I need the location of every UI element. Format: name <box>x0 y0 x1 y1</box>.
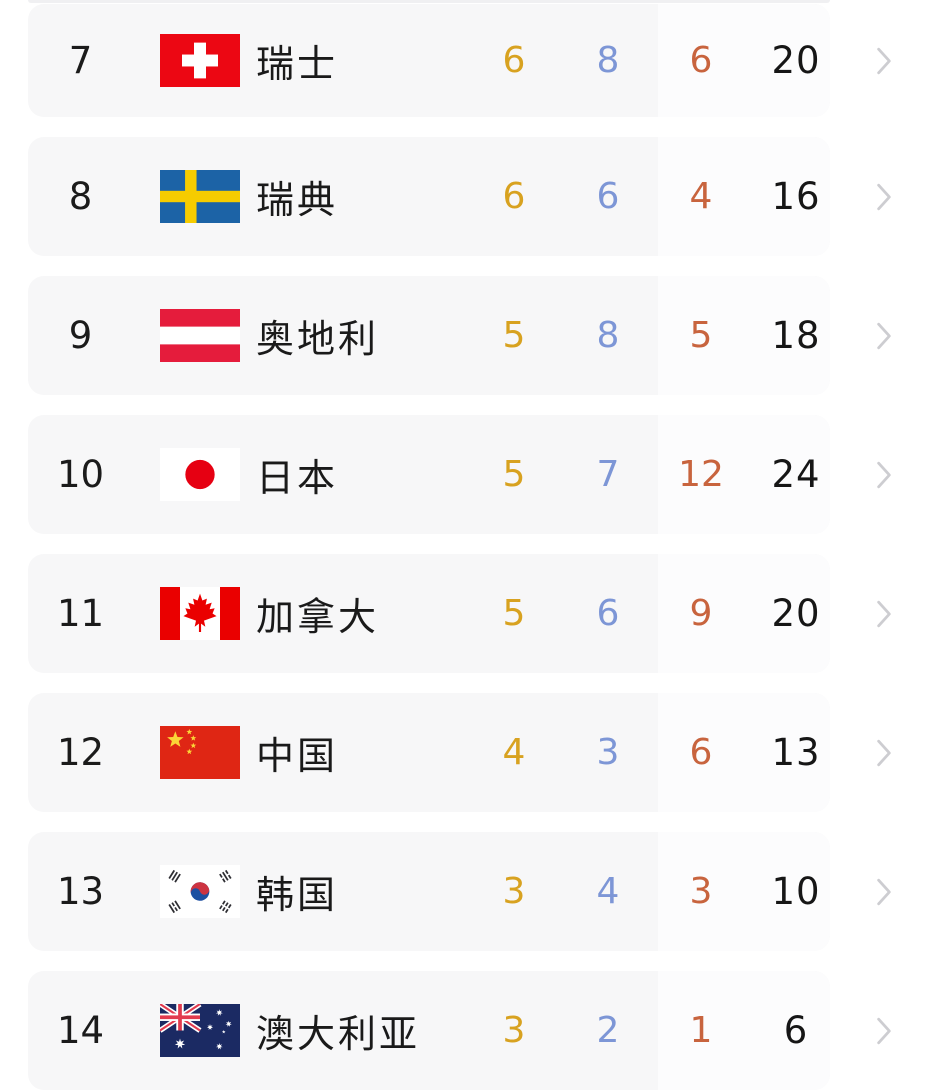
total-count: 13 <box>771 731 821 774</box>
total-column-highlight <box>658 971 830 1090</box>
silver-count: 6 <box>596 593 620 634</box>
country-name: 瑞典 <box>256 178 339 222</box>
rank-label: 13 <box>56 870 105 913</box>
medal-row[interactable]: 13 韩国 3 4 3 10 <box>0 832 947 951</box>
rank-label: 7 <box>68 39 93 82</box>
medal-row[interactable]: 7 瑞士 6 8 6 20 <box>0 0 947 117</box>
total-column-highlight <box>658 137 830 256</box>
medal-row-card: 13 韩国 3 4 3 10 <box>28 832 830 951</box>
silver-count: 2 <box>596 1010 620 1051</box>
total-count: 18 <box>771 314 821 357</box>
chevron-right-icon[interactable] <box>874 46 894 76</box>
medal-row-card: 8 瑞典 6 6 4 16 <box>28 137 830 256</box>
silver-count: 6 <box>596 176 620 217</box>
silver-count: 8 <box>596 40 620 81</box>
rank-label: 11 <box>56 592 105 635</box>
medal-row-card: 12 中国 4 3 6 13 <box>28 693 830 812</box>
bronze-count: 1 <box>689 1010 713 1051</box>
total-count: 6 <box>783 1009 809 1052</box>
total-column-highlight <box>658 276 830 395</box>
rank-label: 9 <box>68 314 93 357</box>
gold-count: 5 <box>502 315 526 356</box>
country-name: 澳大利亚 <box>256 1012 421 1056</box>
medal-row-card: 14 澳大利亚 3 2 1 6 <box>28 971 830 1090</box>
medal-row-card: 7 瑞士 6 8 6 20 <box>28 4 830 117</box>
japan-flag-icon <box>160 448 240 501</box>
bronze-count: 3 <box>689 871 713 912</box>
chevron-right-icon[interactable] <box>874 877 894 907</box>
medal-row[interactable]: 12 中国 4 3 6 13 <box>0 693 947 812</box>
country-name: 韩国 <box>256 873 339 917</box>
austria-flag-icon <box>160 309 240 362</box>
total-count: 20 <box>771 39 821 82</box>
total-count: 10 <box>771 870 821 913</box>
previous-row-edge <box>28 0 830 3</box>
total-column-highlight <box>658 415 830 534</box>
rank-label: 10 <box>56 453 105 496</box>
country-name: 日本 <box>256 456 339 500</box>
total-count: 16 <box>771 175 821 218</box>
china-flag-icon <box>160 726 240 779</box>
chevron-right-icon[interactable] <box>874 460 894 490</box>
medal-row[interactable]: 8 瑞典 6 6 4 16 <box>0 137 947 256</box>
silver-count: 4 <box>596 871 620 912</box>
gold-count: 3 <box>502 1010 526 1051</box>
gold-count: 3 <box>502 871 526 912</box>
country-name: 奥地利 <box>256 317 380 361</box>
rank-label: 12 <box>56 731 105 774</box>
gold-count: 5 <box>502 454 526 495</box>
medal-row[interactable]: 14 澳大利亚 3 2 1 6 <box>0 971 947 1090</box>
medal-row[interactable]: 11 加拿大 5 6 9 20 <box>0 554 947 673</box>
chevron-right-icon[interactable] <box>874 182 894 212</box>
silver-count: 3 <box>596 732 620 773</box>
total-column-highlight <box>658 554 830 673</box>
bronze-count: 6 <box>689 40 713 81</box>
canada-flag-icon <box>160 587 240 640</box>
total-count: 20 <box>771 592 821 635</box>
silver-count: 8 <box>596 315 620 356</box>
australia-flag-icon <box>160 1004 240 1057</box>
bronze-count: 9 <box>689 593 713 634</box>
sweden-flag-icon <box>160 170 240 223</box>
medal-row-card: 11 加拿大 5 6 9 20 <box>28 554 830 673</box>
rank-label: 14 <box>56 1009 105 1052</box>
chevron-right-icon[interactable] <box>874 321 894 351</box>
gold-count: 6 <box>502 176 526 217</box>
medal-row-card: 10 日本 5 7 12 24 <box>28 415 830 534</box>
medal-row[interactable]: 9 奥地利 5 8 5 18 <box>0 276 947 395</box>
total-count: 24 <box>771 453 821 496</box>
country-name: 加拿大 <box>256 595 380 639</box>
rank-label: 8 <box>68 175 93 218</box>
bronze-count: 4 <box>689 176 713 217</box>
chevron-right-icon[interactable] <box>874 1016 894 1046</box>
total-column-highlight <box>658 832 830 951</box>
silver-count: 7 <box>596 454 620 495</box>
chevron-right-icon[interactable] <box>874 738 894 768</box>
south-korea-flag-icon <box>160 865 240 918</box>
bronze-count: 5 <box>689 315 713 356</box>
gold-count: 4 <box>502 732 526 773</box>
bronze-count: 6 <box>689 732 713 773</box>
total-column-highlight <box>658 4 830 117</box>
total-column-highlight <box>658 693 830 812</box>
medal-row[interactable]: 10 日本 5 7 12 24 <box>0 415 947 534</box>
gold-count: 6 <box>502 40 526 81</box>
chevron-right-icon[interactable] <box>874 599 894 629</box>
switzerland-flag-icon <box>160 34 240 87</box>
country-name: 瑞士 <box>256 42 339 86</box>
country-name: 中国 <box>256 734 339 778</box>
gold-count: 5 <box>502 593 526 634</box>
medal-row-card: 9 奥地利 5 8 5 18 <box>28 276 830 395</box>
bronze-count: 12 <box>678 454 724 495</box>
